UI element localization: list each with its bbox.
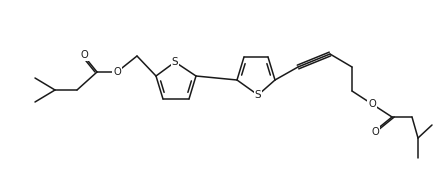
Text: O: O	[113, 67, 121, 77]
Text: S: S	[254, 90, 261, 100]
Text: O: O	[367, 99, 375, 109]
Text: S: S	[171, 57, 178, 67]
Text: O: O	[370, 127, 378, 137]
Text: O: O	[80, 50, 88, 60]
